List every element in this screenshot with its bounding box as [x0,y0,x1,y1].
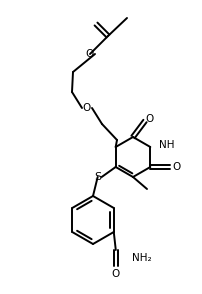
Text: O: O [85,49,94,59]
Text: O: O [82,103,91,113]
Text: O: O [171,162,180,172]
Text: O: O [111,269,119,279]
Text: O: O [145,114,153,124]
Text: S: S [94,172,101,182]
Text: NH: NH [159,140,174,150]
Text: NH₂: NH₂ [131,253,151,263]
